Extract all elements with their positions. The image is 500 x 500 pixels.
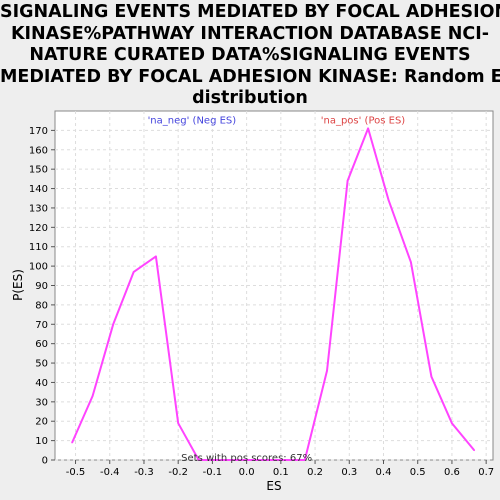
data-point	[239, 459, 241, 461]
data-point	[473, 449, 476, 452]
chart-title-line: NATURE CURATED DATA%SIGNALING EVENTS	[29, 45, 471, 65]
data-point	[218, 459, 221, 461]
y-tick-label: 150	[29, 165, 48, 176]
y-tick-label: 0	[42, 456, 48, 467]
y-tick-label: 90	[35, 281, 48, 292]
y-tick-label: 120	[29, 223, 48, 234]
x-axis-title: ES	[266, 479, 281, 493]
y-tick-label: 20	[35, 417, 48, 428]
y-tick-label: 140	[29, 184, 48, 195]
y-tick-label: 10	[35, 436, 48, 447]
annotation-label: Sets with pos scores: 67%	[181, 453, 312, 464]
data-point	[91, 395, 94, 397]
chart-title-line: KINASE%PATHWAY INTERACTION DATABASE NCI-	[10, 23, 490, 44]
y-tick-label: 170	[29, 126, 48, 137]
annotation-label: 'na_neg' (Neg ES)	[148, 116, 237, 127]
annotation-label: 'na_pos' (Pos ES)	[321, 116, 406, 127]
x-tick-label: -0.1	[203, 467, 223, 478]
chart-title: SIGNALING EVENTS MEDIATED BY FOCAL ADHES…	[0, 2, 500, 110]
x-tick-label: -0.5	[66, 467, 86, 478]
x-tick-label: 0.6	[444, 467, 460, 478]
data-point	[367, 127, 369, 130]
y-tick-label: 40	[35, 378, 48, 389]
data-point	[155, 255, 157, 258]
data-point	[177, 422, 179, 425]
data-point	[304, 459, 306, 461]
annotations: 'na_neg' (Neg ES) 'na_pos' (Pos ES) Sets w…	[148, 116, 406, 464]
data-point	[451, 422, 453, 425]
chart-title-line: MEDIATED BY FOCAL ADHESION KINASE: Rando…	[0, 66, 500, 87]
data-point	[259, 459, 262, 461]
y-tick-label: 110	[29, 242, 48, 253]
x-tick-label: -0.3	[134, 467, 154, 478]
x-tick-label: 0.0	[239, 467, 255, 478]
data-point	[387, 199, 390, 201]
y-tick-label: 130	[29, 203, 48, 214]
x-tick-label: 0.7	[478, 467, 494, 478]
x-tick-label: -0.2	[168, 467, 188, 478]
x-tick-label: 0.5	[410, 467, 426, 478]
data-point	[112, 323, 114, 326]
x-tick-label: -0.4	[100, 467, 120, 478]
y-tick-label: 70	[35, 320, 48, 331]
data-point	[197, 459, 200, 461]
axes: -0.5 -0.4 -0.3 -0.2 -0.1 0.0 0.1 0.2 0.3 0.4 0.5 0.…	[29, 126, 494, 478]
x-tick-label: 0.2	[307, 467, 323, 478]
data-point	[280, 459, 282, 461]
y-tick-label: 80	[35, 300, 48, 311]
data-point	[326, 370, 328, 372]
y-axis-title: P(ES)	[11, 269, 25, 301]
y-tick-label: 160	[29, 145, 48, 156]
data-point	[430, 375, 433, 378]
x-tick-label: 0.3	[341, 467, 357, 478]
y-tick-label: 100	[29, 262, 48, 273]
chart-title-line: distribution	[192, 88, 308, 108]
data-point	[71, 441, 73, 444]
chart-title-line: SIGNALING EVENTS MEDIATED BY FOCAL ADHES…	[0, 2, 500, 22]
y-tick-label: 50	[35, 359, 48, 370]
x-tick-label: 0.4	[376, 467, 392, 478]
series-line	[71, 127, 475, 461]
y-tick-label: 30	[35, 397, 48, 408]
data-point	[410, 261, 412, 264]
y-tick-label: 60	[35, 339, 48, 350]
data-point	[132, 271, 135, 273]
x-tick-label: 0.1	[273, 467, 289, 478]
series-layer	[71, 127, 476, 461]
data-point	[346, 180, 349, 182]
